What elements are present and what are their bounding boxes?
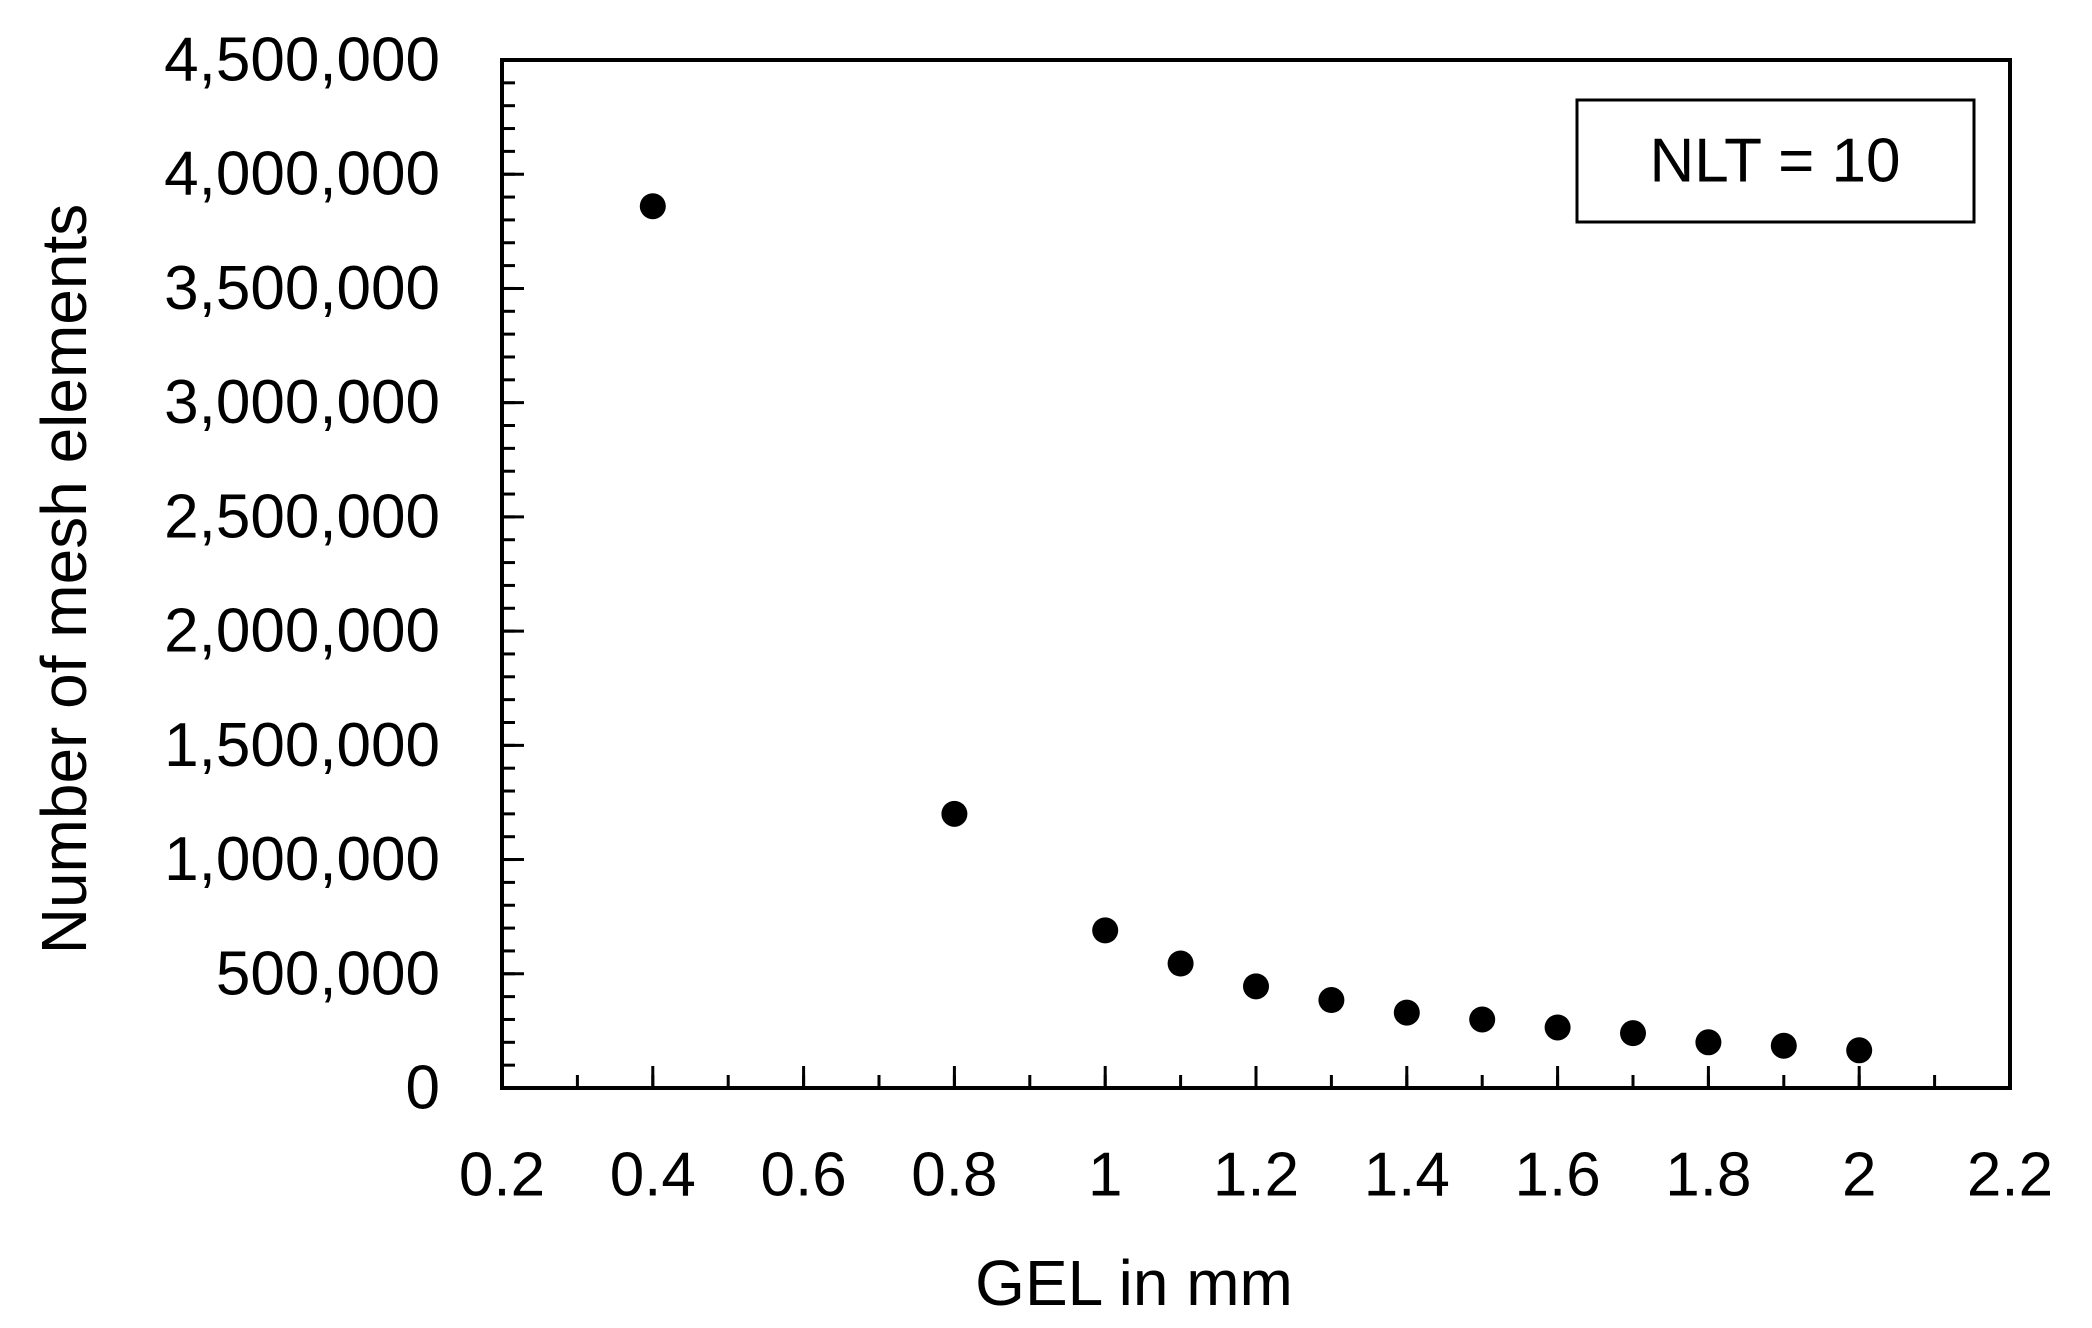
- x-axis-title: GEL in mm: [975, 1247, 1293, 1319]
- y-axis-ticks: 0 500,000 1,000,000 1,500,000 2,000,000 2,500…: [164, 26, 524, 1123]
- x-tick-label: 2.2: [1967, 1141, 2053, 1210]
- x-tick-label: 1.4: [1364, 1141, 1450, 1210]
- x-tick-label: 1.2: [1213, 1141, 1299, 1210]
- y-tick-label: 3,000,000: [164, 368, 440, 437]
- data-point: [1469, 1006, 1496, 1033]
- data-point: [941, 800, 968, 827]
- x-tick-label: 1.8: [1665, 1141, 1751, 1210]
- y-axis-title: Number of mesh elements: [28, 204, 100, 955]
- y-tick-label: 1,000,000: [164, 825, 440, 894]
- y-tick-label: 2,000,000: [164, 597, 440, 666]
- data-point: [1167, 950, 1194, 977]
- x-tick-label: 2: [1842, 1141, 1876, 1210]
- data-point: [1318, 987, 1345, 1014]
- y-tick-label: 4,000,000: [164, 140, 440, 209]
- x-axis-ticks: 0.2 0.4 0.6 0.8 1 1.2 1.4 1.6 1.8 2 2.2: [459, 1066, 2053, 1210]
- plot-frame: [500, 58, 2012, 1090]
- data-point: [639, 193, 666, 220]
- x-tick-label: 0.4: [610, 1141, 696, 1210]
- legend-label: NLT = 10: [1649, 127, 1900, 196]
- y-tick-label: 1,500,000: [164, 711, 440, 780]
- y-tick-label: 3,500,000: [164, 254, 440, 323]
- x-tick-label: 0.6: [760, 1141, 846, 1210]
- x-tick-label: 1: [1088, 1141, 1122, 1210]
- data-point: [1620, 1020, 1646, 1047]
- data-point: [1092, 917, 1119, 944]
- legend: NLT = 10: [1575, 98, 1976, 224]
- data-point: [1393, 999, 1420, 1026]
- x-tick-label: 1.6: [1514, 1141, 1600, 1210]
- data-points: [639, 193, 1873, 1064]
- y-tick-label: 4,500,000: [164, 26, 440, 95]
- y-tick-label: 500,000: [216, 939, 440, 1008]
- data-point: [1243, 973, 1269, 1000]
- y-tick-label: 2,500,000: [164, 482, 440, 551]
- data-point: [1544, 1014, 1571, 1041]
- data-point: [1770, 1032, 1797, 1059]
- x-tick-label: 0.8: [911, 1141, 997, 1210]
- y-tick-label: 0: [406, 1054, 440, 1123]
- data-point: [1695, 1029, 1722, 1056]
- x-tick-label: 0.2: [459, 1141, 545, 1210]
- data-point: [1846, 1037, 1873, 1064]
- legend-box: [1575, 98, 1976, 224]
